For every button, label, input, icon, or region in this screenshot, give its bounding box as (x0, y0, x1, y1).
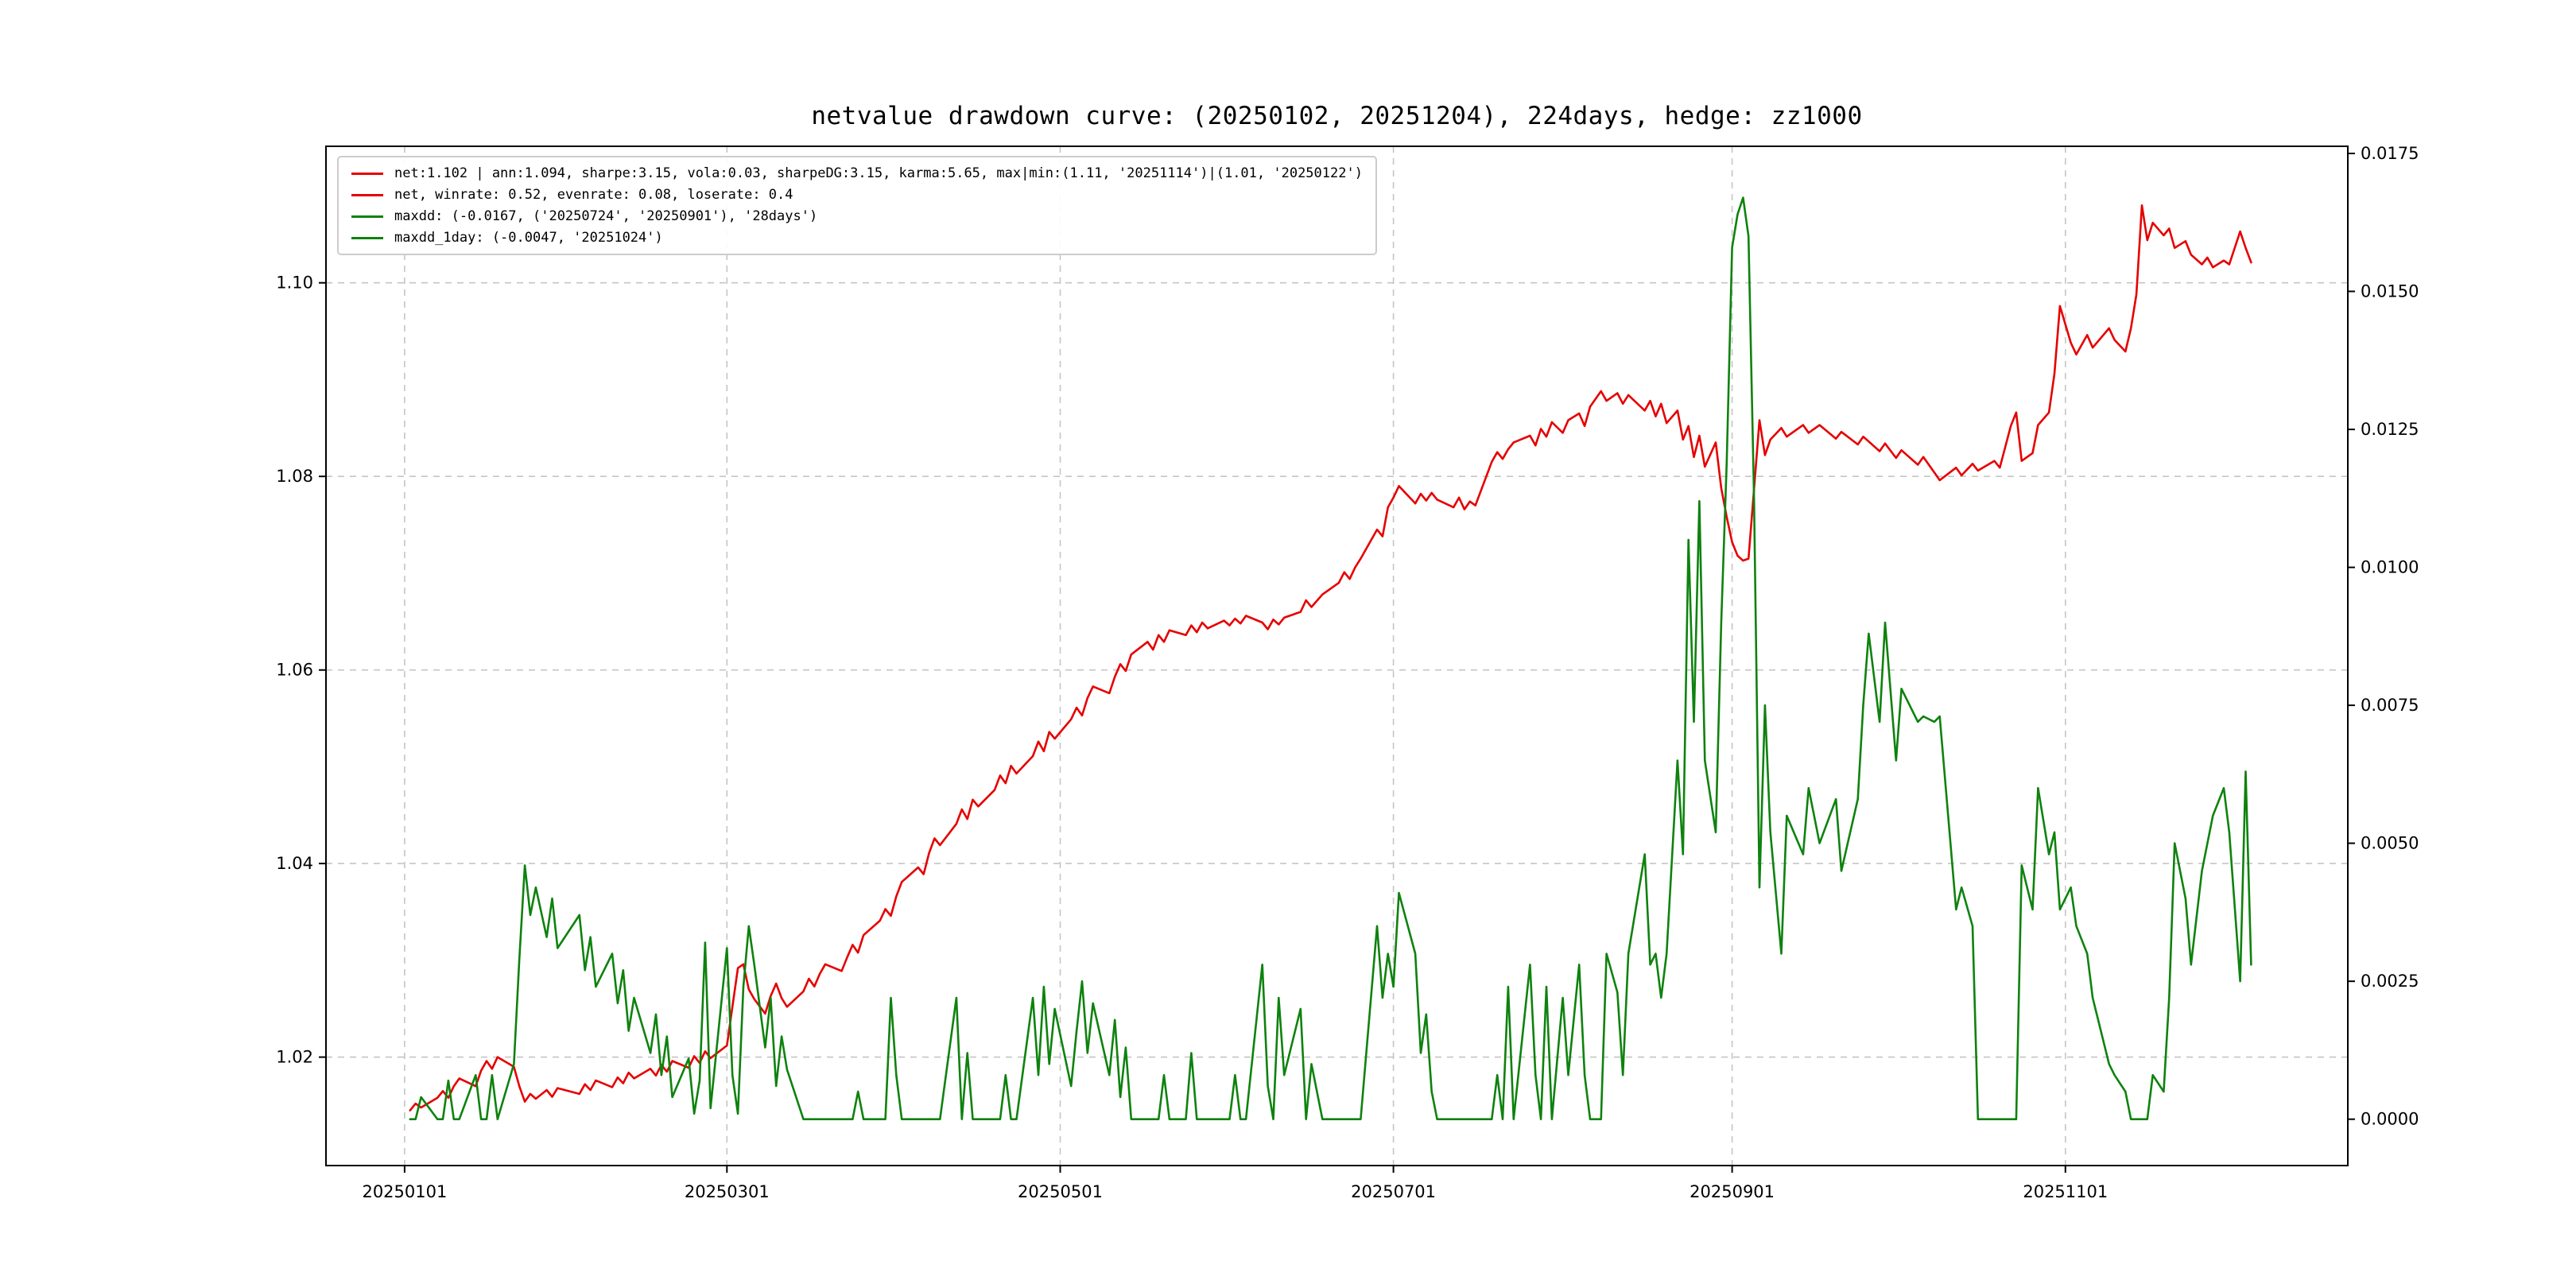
y-right-tick-label: 0.0025 (2361, 972, 2419, 991)
y-left-tick-label: 1.04 (276, 854, 313, 873)
y-right-tick-label: 0.0050 (2361, 834, 2419, 853)
x-tick-label: 20251101 (2023, 1182, 2108, 1201)
x-tick-label: 20250301 (685, 1182, 770, 1201)
legend-key-line (351, 172, 383, 175)
legend-item: maxdd_1day: (-0.0047, '20251024') (351, 230, 1363, 246)
y-right-tick-label: 0.0125 (2361, 420, 2419, 439)
y-right-tick-label: 0.0100 (2361, 558, 2419, 577)
series-line-maxdd_drawdown (409, 196, 2252, 1120)
y-right-tick-label: 0.0150 (2361, 282, 2419, 301)
legend: net:1.102 | ann:1.094, sharpe:3.15, vola… (337, 156, 1377, 255)
legend-item-label: net:1.102 | ann:1.094, sharpe:3.15, vola… (394, 165, 1363, 181)
plot-border (325, 145, 2349, 1166)
y-right-tick-label: 0.0000 (2361, 1110, 2419, 1129)
legend-key-line (351, 236, 383, 239)
x-tick-label: 20250501 (1018, 1182, 1103, 1201)
x-tick-label: 20250901 (1690, 1182, 1775, 1201)
x-tick-label: 20250701 (1351, 1182, 1436, 1201)
legend-item-label: maxdd: (-0.0167, ('20250724', '20250901'… (394, 208, 818, 224)
series-line-net (409, 204, 2252, 1111)
legend-item: maxdd: (-0.0167, ('20250724', '20250901'… (351, 208, 1363, 224)
y-left-tick-label: 1.02 (276, 1048, 313, 1067)
y-right-tick-label: 0.0175 (2361, 144, 2419, 163)
chart-title: netvalue drawdown curve: (20250102, 2025… (811, 102, 1863, 130)
legend-key-line (351, 193, 383, 196)
legend-item-label: net, winrate: 0.52, evenrate: 0.08, lose… (394, 187, 793, 203)
y-left-tick-label: 1.06 (276, 661, 313, 680)
legend-item: net:1.102 | ann:1.094, sharpe:3.15, vola… (351, 165, 1363, 181)
legend-item: net, winrate: 0.52, evenrate: 0.08, lose… (351, 187, 1363, 203)
y-right-tick-label: 0.0075 (2361, 696, 2419, 715)
x-tick-label: 20250101 (362, 1182, 447, 1201)
legend-item-label: maxdd_1day: (-0.0047, '20251024') (394, 230, 663, 246)
legend-key-line (351, 215, 383, 218)
y-left-tick-label: 1.08 (276, 467, 313, 486)
y-left-tick-label: 1.10 (276, 274, 313, 293)
